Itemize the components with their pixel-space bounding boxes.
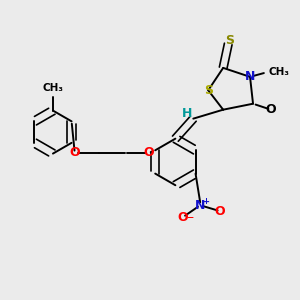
Text: N: N [195, 199, 206, 212]
Text: S: S [204, 84, 213, 97]
Text: O: O [69, 146, 80, 160]
Text: ⁻: ⁻ [186, 213, 193, 226]
Text: H: H [182, 107, 192, 120]
Text: O: O [215, 205, 226, 218]
Text: O: O [266, 103, 276, 116]
Text: CH₃: CH₃ [268, 68, 290, 77]
Text: N: N [245, 70, 255, 83]
Text: CH₃: CH₃ [43, 83, 64, 93]
Text: S: S [225, 34, 234, 46]
Text: +: + [202, 197, 209, 206]
Text: O: O [143, 146, 154, 160]
Text: O: O [178, 211, 188, 224]
